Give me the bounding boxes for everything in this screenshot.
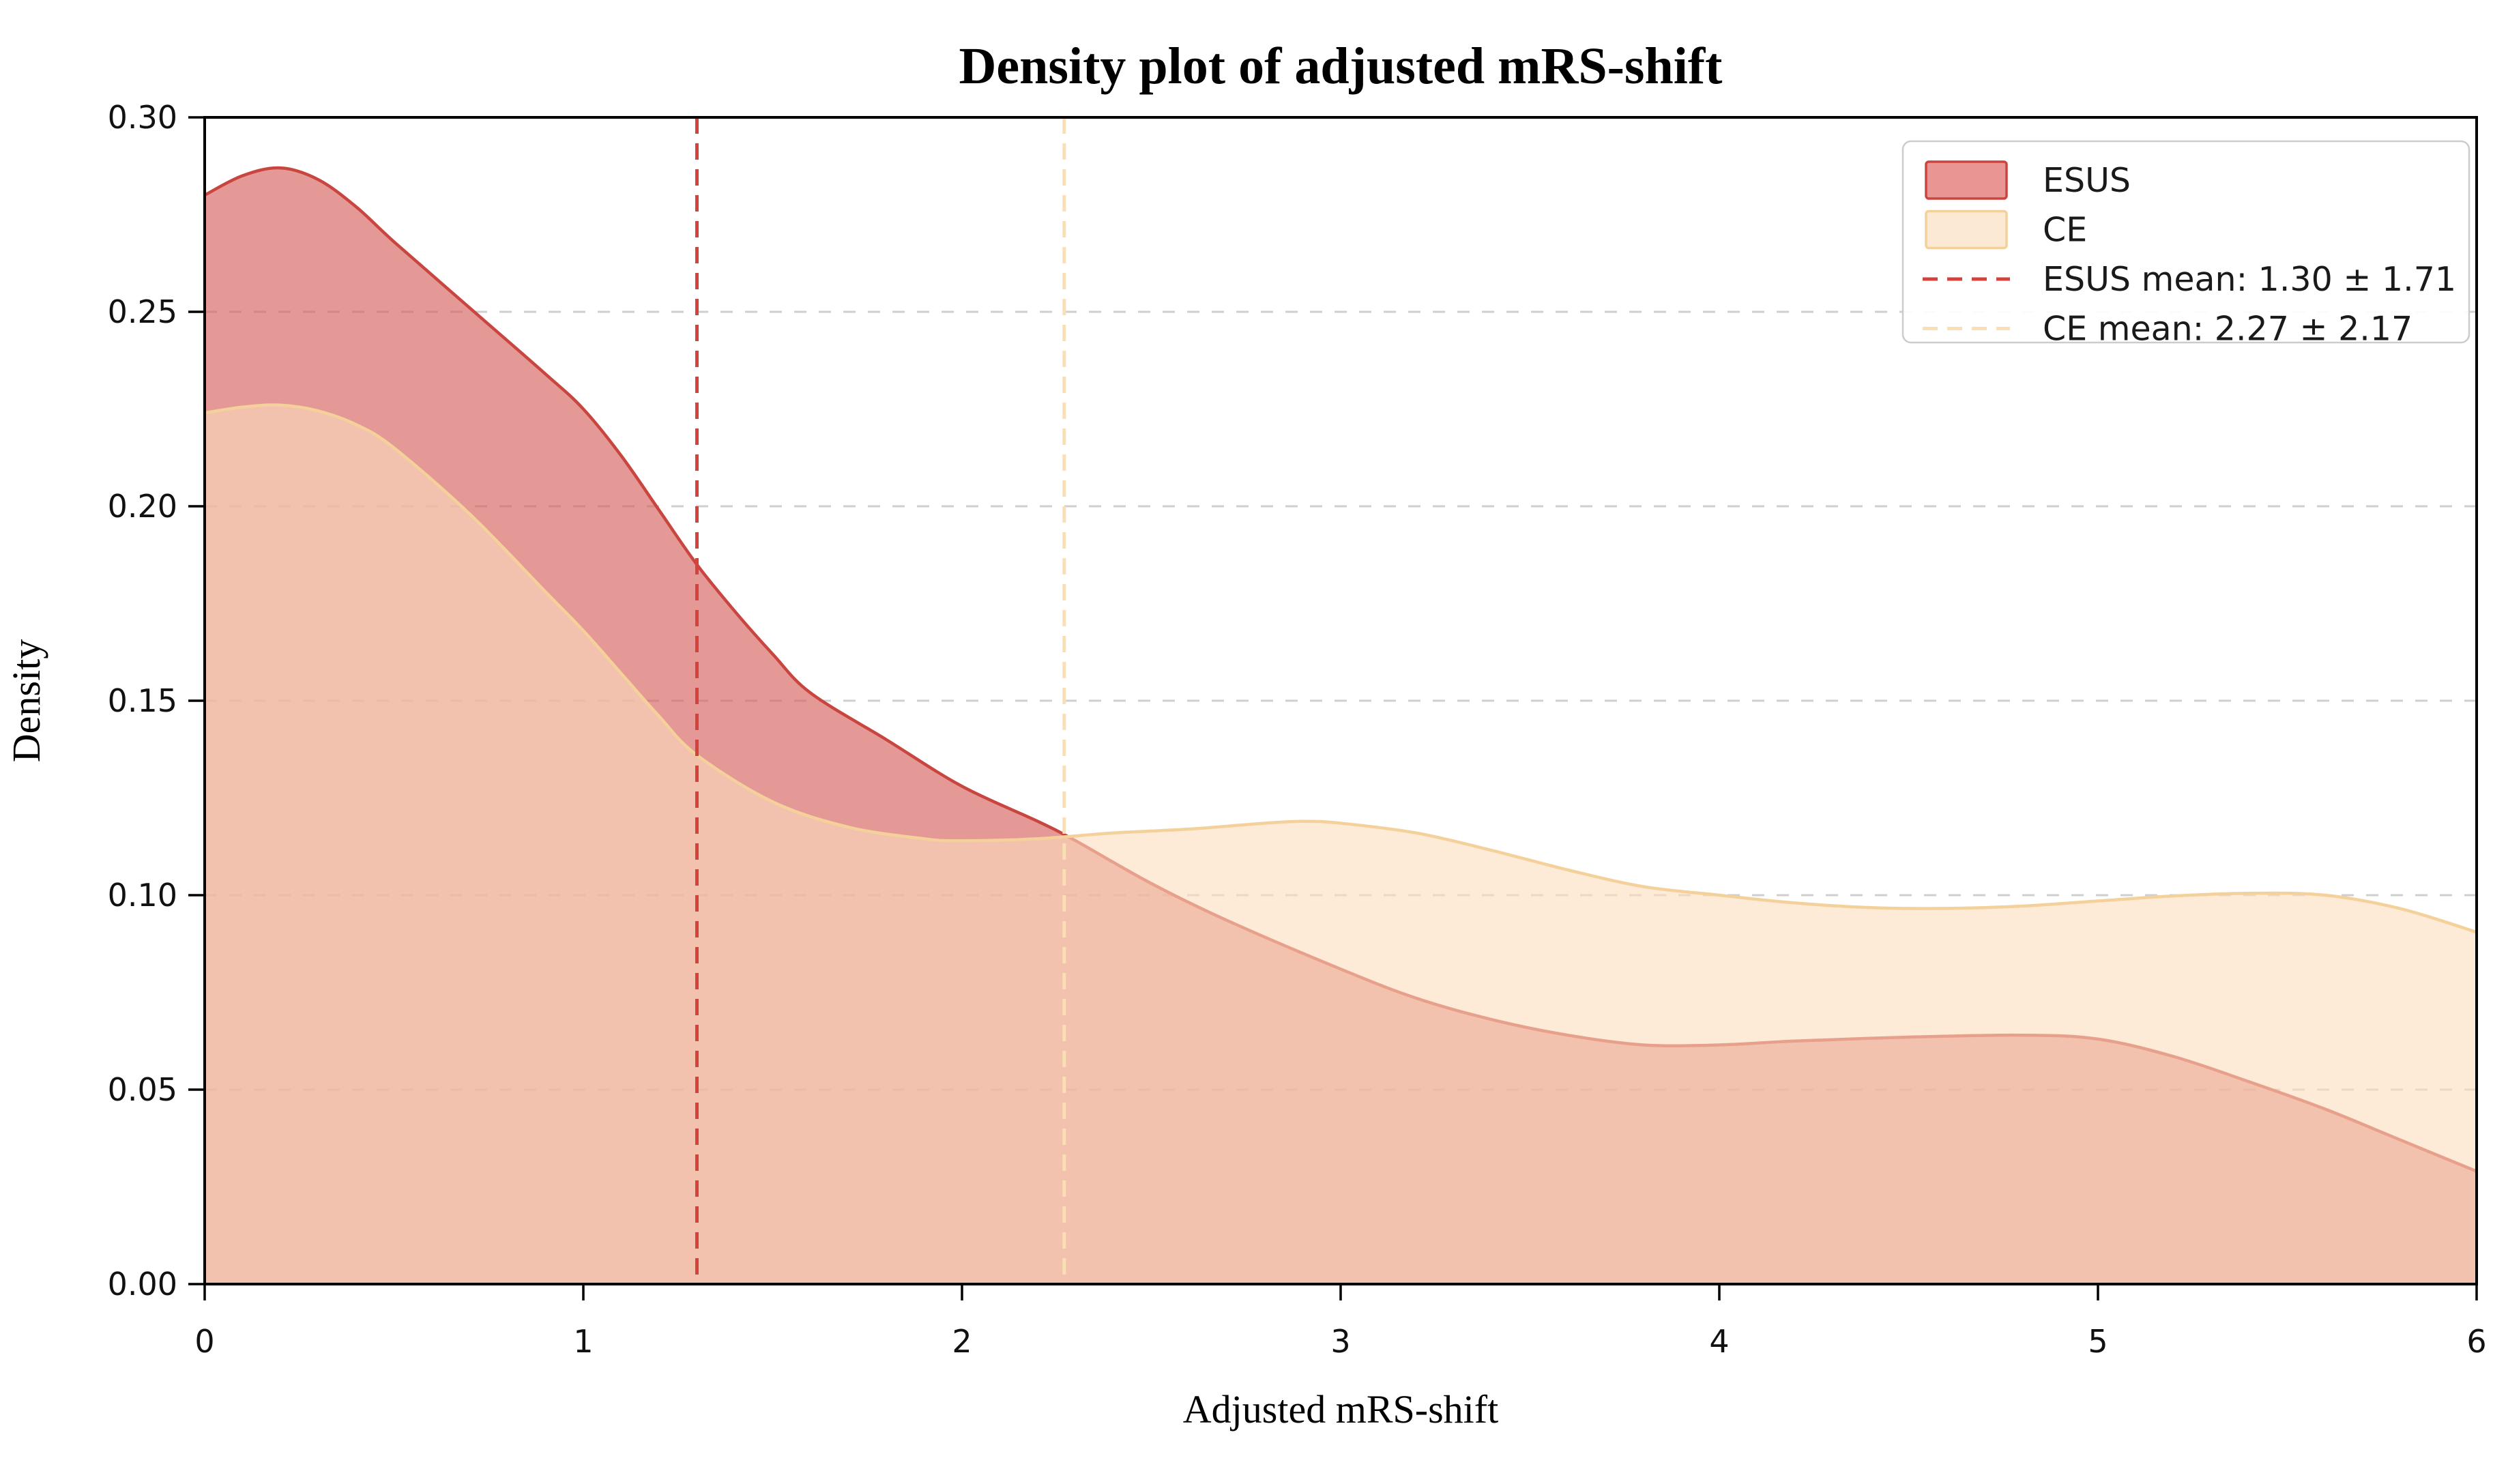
chart-title: Density plot of adjusted mRS-shift bbox=[959, 38, 1723, 95]
y-tick-label: 0.25 bbox=[108, 293, 177, 330]
x-tick-label: 1 bbox=[573, 1323, 593, 1360]
legend-label: ESUS bbox=[2043, 161, 2131, 200]
legend-label: CE mean: 2.27 ± 2.17 bbox=[2043, 310, 2412, 349]
legend-item: ESUS mean: 1.30 ± 1.71 bbox=[1923, 260, 2456, 299]
legend-label: ESUS mean: 1.30 ± 1.71 bbox=[2043, 260, 2456, 299]
y-tick-label: 0.20 bbox=[108, 488, 177, 525]
axis-ticks: 0 1 2 3 4 5 6 0.00 0.05 0.10 0.15 0.20 0.25 0.30 bbox=[108, 99, 2487, 1360]
series-areas bbox=[203, 166, 2477, 1285]
legend-item: ESUS bbox=[1925, 160, 2131, 200]
y-tick-label: 0.15 bbox=[108, 682, 177, 719]
y-tick-label: 0.30 bbox=[108, 99, 177, 136]
legend-item: CE bbox=[1925, 209, 2087, 250]
x-tick-label: 4 bbox=[1709, 1323, 1729, 1360]
legend-swatch-esus bbox=[1925, 160, 2008, 200]
legend-label: CE bbox=[2043, 211, 2087, 250]
x-tick-label: 6 bbox=[2466, 1323, 2486, 1360]
y-tick-label: 0.00 bbox=[108, 1266, 177, 1303]
x-axis-label: Adjusted mRS-shift bbox=[1183, 1387, 1498, 1431]
legend: ESUS CE ESUS mean: 1.30 ± 1.71 CE mean: 2.2… bbox=[1901, 140, 2470, 349]
legend-swatch-ce bbox=[1925, 209, 2008, 250]
y-tick-label: 0.10 bbox=[108, 877, 177, 914]
legend-box bbox=[1901, 140, 2470, 344]
x-tick-label: 5 bbox=[2088, 1323, 2108, 1360]
legend-item: CE mean: 2.27 ± 2.17 bbox=[1923, 310, 2412, 349]
x-tick-label: 2 bbox=[952, 1323, 972, 1360]
y-axis-label: Density bbox=[4, 639, 48, 762]
x-tick-label: 0 bbox=[194, 1323, 214, 1360]
ce-area bbox=[205, 405, 2477, 1284]
ce-curve bbox=[204, 403, 2477, 934]
x-tick-label: 3 bbox=[1330, 1323, 1350, 1360]
y-tick-label: 0.05 bbox=[108, 1071, 177, 1108]
mean-lines bbox=[695, 117, 1066, 1284]
